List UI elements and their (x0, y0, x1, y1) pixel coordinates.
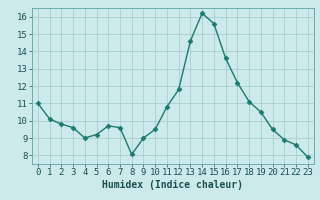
X-axis label: Humidex (Indice chaleur): Humidex (Indice chaleur) (102, 180, 243, 190)
